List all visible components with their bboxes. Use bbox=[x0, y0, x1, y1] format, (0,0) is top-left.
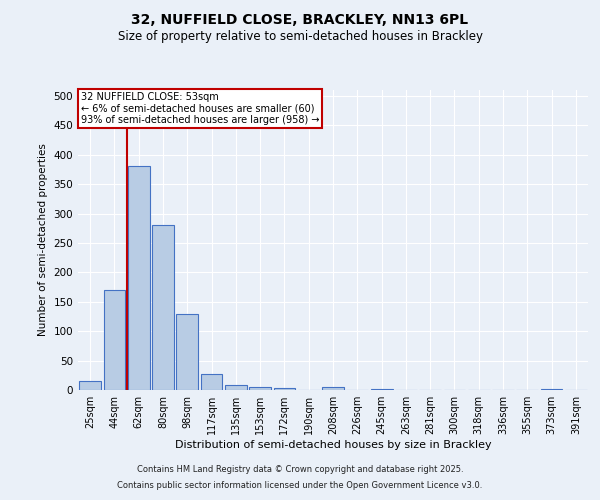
Y-axis label: Number of semi-detached properties: Number of semi-detached properties bbox=[38, 144, 48, 336]
Bar bbox=[249, 387, 271, 390]
Text: 32, NUFFIELD CLOSE, BRACKLEY, NN13 6PL: 32, NUFFIELD CLOSE, BRACKLEY, NN13 6PL bbox=[131, 12, 469, 26]
Text: Contains public sector information licensed under the Open Government Licence v3: Contains public sector information licen… bbox=[118, 481, 482, 490]
Bar bbox=[371, 389, 392, 390]
Bar bbox=[541, 389, 562, 390]
Bar bbox=[274, 388, 295, 390]
Text: Contains HM Land Registry data © Crown copyright and database right 2025.: Contains HM Land Registry data © Crown c… bbox=[137, 465, 463, 474]
Text: Size of property relative to semi-detached houses in Brackley: Size of property relative to semi-detach… bbox=[118, 30, 482, 43]
Bar bbox=[200, 374, 223, 390]
Bar bbox=[152, 226, 174, 390]
X-axis label: Distribution of semi-detached houses by size in Brackley: Distribution of semi-detached houses by … bbox=[175, 440, 491, 450]
Text: 32 NUFFIELD CLOSE: 53sqm
← 6% of semi-detached houses are smaller (60)
93% of se: 32 NUFFIELD CLOSE: 53sqm ← 6% of semi-de… bbox=[80, 92, 319, 124]
Bar bbox=[104, 290, 125, 390]
Bar bbox=[176, 314, 198, 390]
Bar bbox=[225, 386, 247, 390]
Bar bbox=[128, 166, 149, 390]
Bar bbox=[79, 381, 101, 390]
Bar bbox=[322, 387, 344, 390]
